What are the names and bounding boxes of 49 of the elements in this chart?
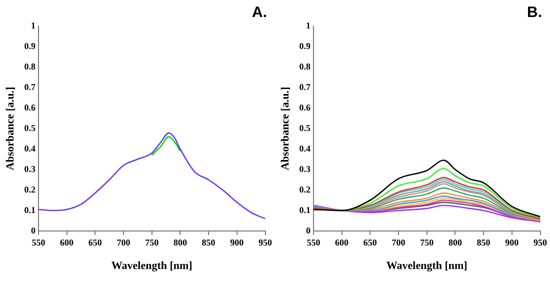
y-tick-label: 0.6 bbox=[24, 102, 36, 112]
x-axis-title: Wavelength [nm] bbox=[386, 260, 468, 272]
x-tick-label: 800 bbox=[173, 238, 188, 248]
chart-title: B. bbox=[527, 4, 542, 22]
y-tick-label: 0.1 bbox=[299, 204, 311, 215]
x-tick-label: 800 bbox=[448, 238, 462, 248]
y-tick-label: 0.3 bbox=[24, 164, 36, 174]
x-tick-label: 900 bbox=[505, 238, 520, 248]
x-tick-label: 850 bbox=[476, 238, 491, 248]
x-tick-label: 850 bbox=[202, 238, 216, 248]
x-tick-label: 900 bbox=[230, 238, 244, 248]
x-tick-label: 750 bbox=[145, 238, 160, 248]
y-tick-label: 0.8 bbox=[24, 61, 36, 72]
x-tick-label: 650 bbox=[88, 238, 102, 248]
chart-title: A. bbox=[252, 4, 267, 22]
x-tick-label: 950 bbox=[534, 238, 548, 248]
y-tick-label: 0.4 bbox=[24, 143, 36, 154]
y-tick-label: 0 bbox=[306, 225, 311, 236]
y-axis-title: Absorbance [a.u.] bbox=[4, 86, 16, 170]
line-series bbox=[151, 136, 181, 156]
x-tick-label: 550 bbox=[306, 238, 321, 248]
x-tick-label: 950 bbox=[258, 238, 272, 248]
x-tick-label: 700 bbox=[116, 238, 131, 248]
y-tick-label: 0 bbox=[30, 225, 36, 236]
y-tick-label: 0.4 bbox=[299, 143, 311, 154]
line-series bbox=[313, 160, 540, 218]
y-tick-label: 0.2 bbox=[299, 184, 311, 194]
x-tick-label: 700 bbox=[392, 238, 406, 248]
x-axis-title: Wavelength [nm] bbox=[111, 260, 192, 272]
y-tick-label: 0.6 bbox=[299, 102, 311, 112]
x-tick-label: 750 bbox=[420, 238, 434, 248]
line-series bbox=[38, 132, 266, 220]
y-tick-label: 0.1 bbox=[24, 204, 36, 215]
x-tick-label: 550 bbox=[32, 238, 46, 248]
x-tick-label: 600 bbox=[335, 238, 350, 248]
y-axis-title: Absorbance [a.u.] bbox=[279, 86, 292, 170]
y-tick-label: 0.2 bbox=[24, 184, 36, 194]
y-tick-label: 0.7 bbox=[24, 82, 36, 92]
y-tick-label: 1 bbox=[306, 20, 311, 30]
y-tick-label: 0.3 bbox=[299, 164, 311, 174]
y-tick-label: 1 bbox=[30, 20, 36, 30]
y-tick-label: 0.9 bbox=[299, 40, 311, 51]
x-tick-label: 650 bbox=[363, 238, 378, 248]
y-tick-label: 0.8 bbox=[299, 61, 311, 72]
y-tick-label: 0.5 bbox=[24, 122, 36, 133]
x-tick-label: 600 bbox=[60, 238, 74, 248]
y-tick-label: 0.7 bbox=[299, 82, 311, 92]
y-tick-label: 0.9 bbox=[24, 40, 36, 51]
y-tick-label: 0.5 bbox=[299, 122, 311, 133]
